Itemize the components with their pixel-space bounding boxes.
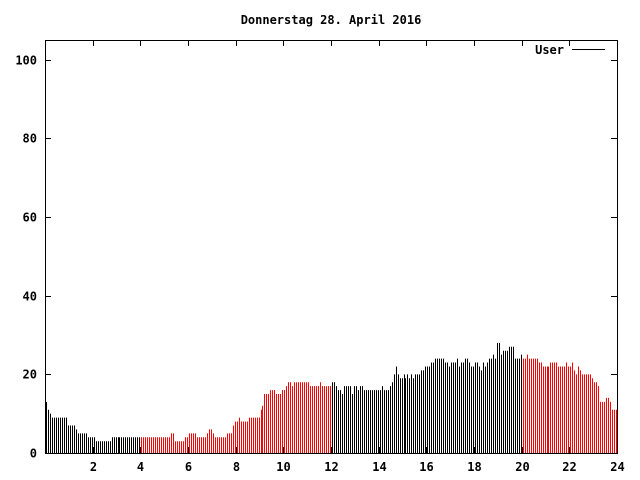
y-tick-label: 100 (15, 54, 37, 68)
x-tick-label: 22 (562, 460, 576, 474)
y-tick-label: 80 (23, 132, 37, 146)
x-tick-label: 12 (324, 460, 338, 474)
x-tick-label: 20 (515, 460, 529, 474)
x-tick-label: 16 (419, 460, 433, 474)
x-tick-label: 8 (233, 460, 240, 474)
chart-title: Donnerstag 28. April 2016 (241, 13, 422, 27)
x-tick-label: 4 (137, 460, 144, 474)
y-axis: 0 20 40 60 80 100 (15, 54, 617, 461)
y-tick-label: 20 (23, 368, 37, 382)
x-tick-label: 24 (610, 460, 624, 474)
plot-border (45, 40, 618, 454)
x-tick-label: 14 (372, 460, 386, 474)
x-tick-label: 2 (90, 460, 97, 474)
bars (46, 342, 617, 453)
y-tick-label: 60 (23, 211, 37, 225)
x-tick-label: 18 (467, 460, 481, 474)
y-tick-label: 40 (23, 290, 37, 304)
x-tick-label: 6 (185, 460, 192, 474)
legend-label: User (535, 43, 564, 57)
x-axis: 2 4 6 8 10 12 14 16 18 20 22 24 (90, 40, 625, 474)
x-tick-label: 10 (276, 460, 290, 474)
legend: User (535, 43, 605, 57)
y-tick-label: 0 (30, 447, 37, 461)
